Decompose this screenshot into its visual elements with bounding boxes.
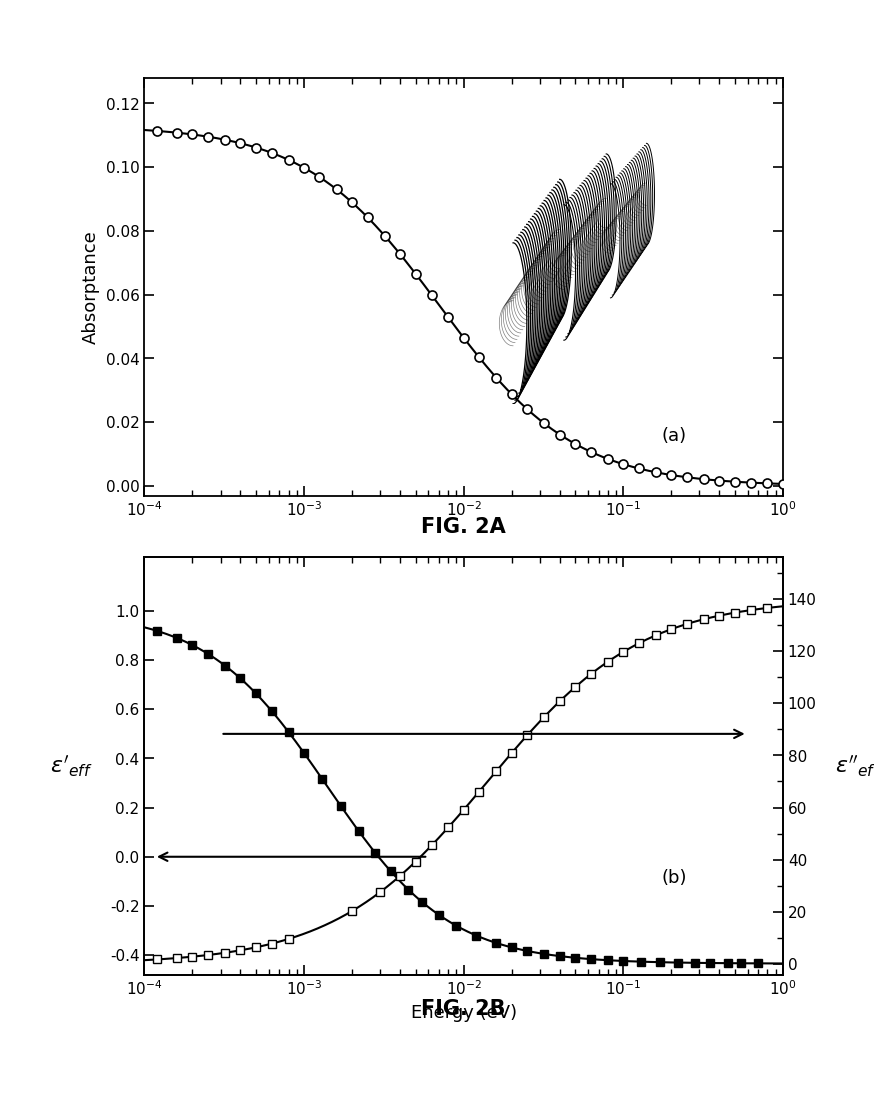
Y-axis label: $\varepsilon''_{eff}$: $\varepsilon''_{eff}$ — [834, 753, 874, 779]
Text: FIG. 2B: FIG. 2B — [421, 999, 505, 1019]
Text: (a): (a) — [661, 428, 686, 446]
Y-axis label: Absorptance: Absorptance — [82, 229, 100, 344]
X-axis label: Energy (eV): Energy (eV) — [410, 1004, 517, 1022]
Text: FIG. 2A: FIG. 2A — [421, 517, 505, 537]
Text: (b): (b) — [661, 869, 686, 887]
Y-axis label: $\varepsilon'_{eff}$: $\varepsilon'_{eff}$ — [50, 753, 92, 779]
